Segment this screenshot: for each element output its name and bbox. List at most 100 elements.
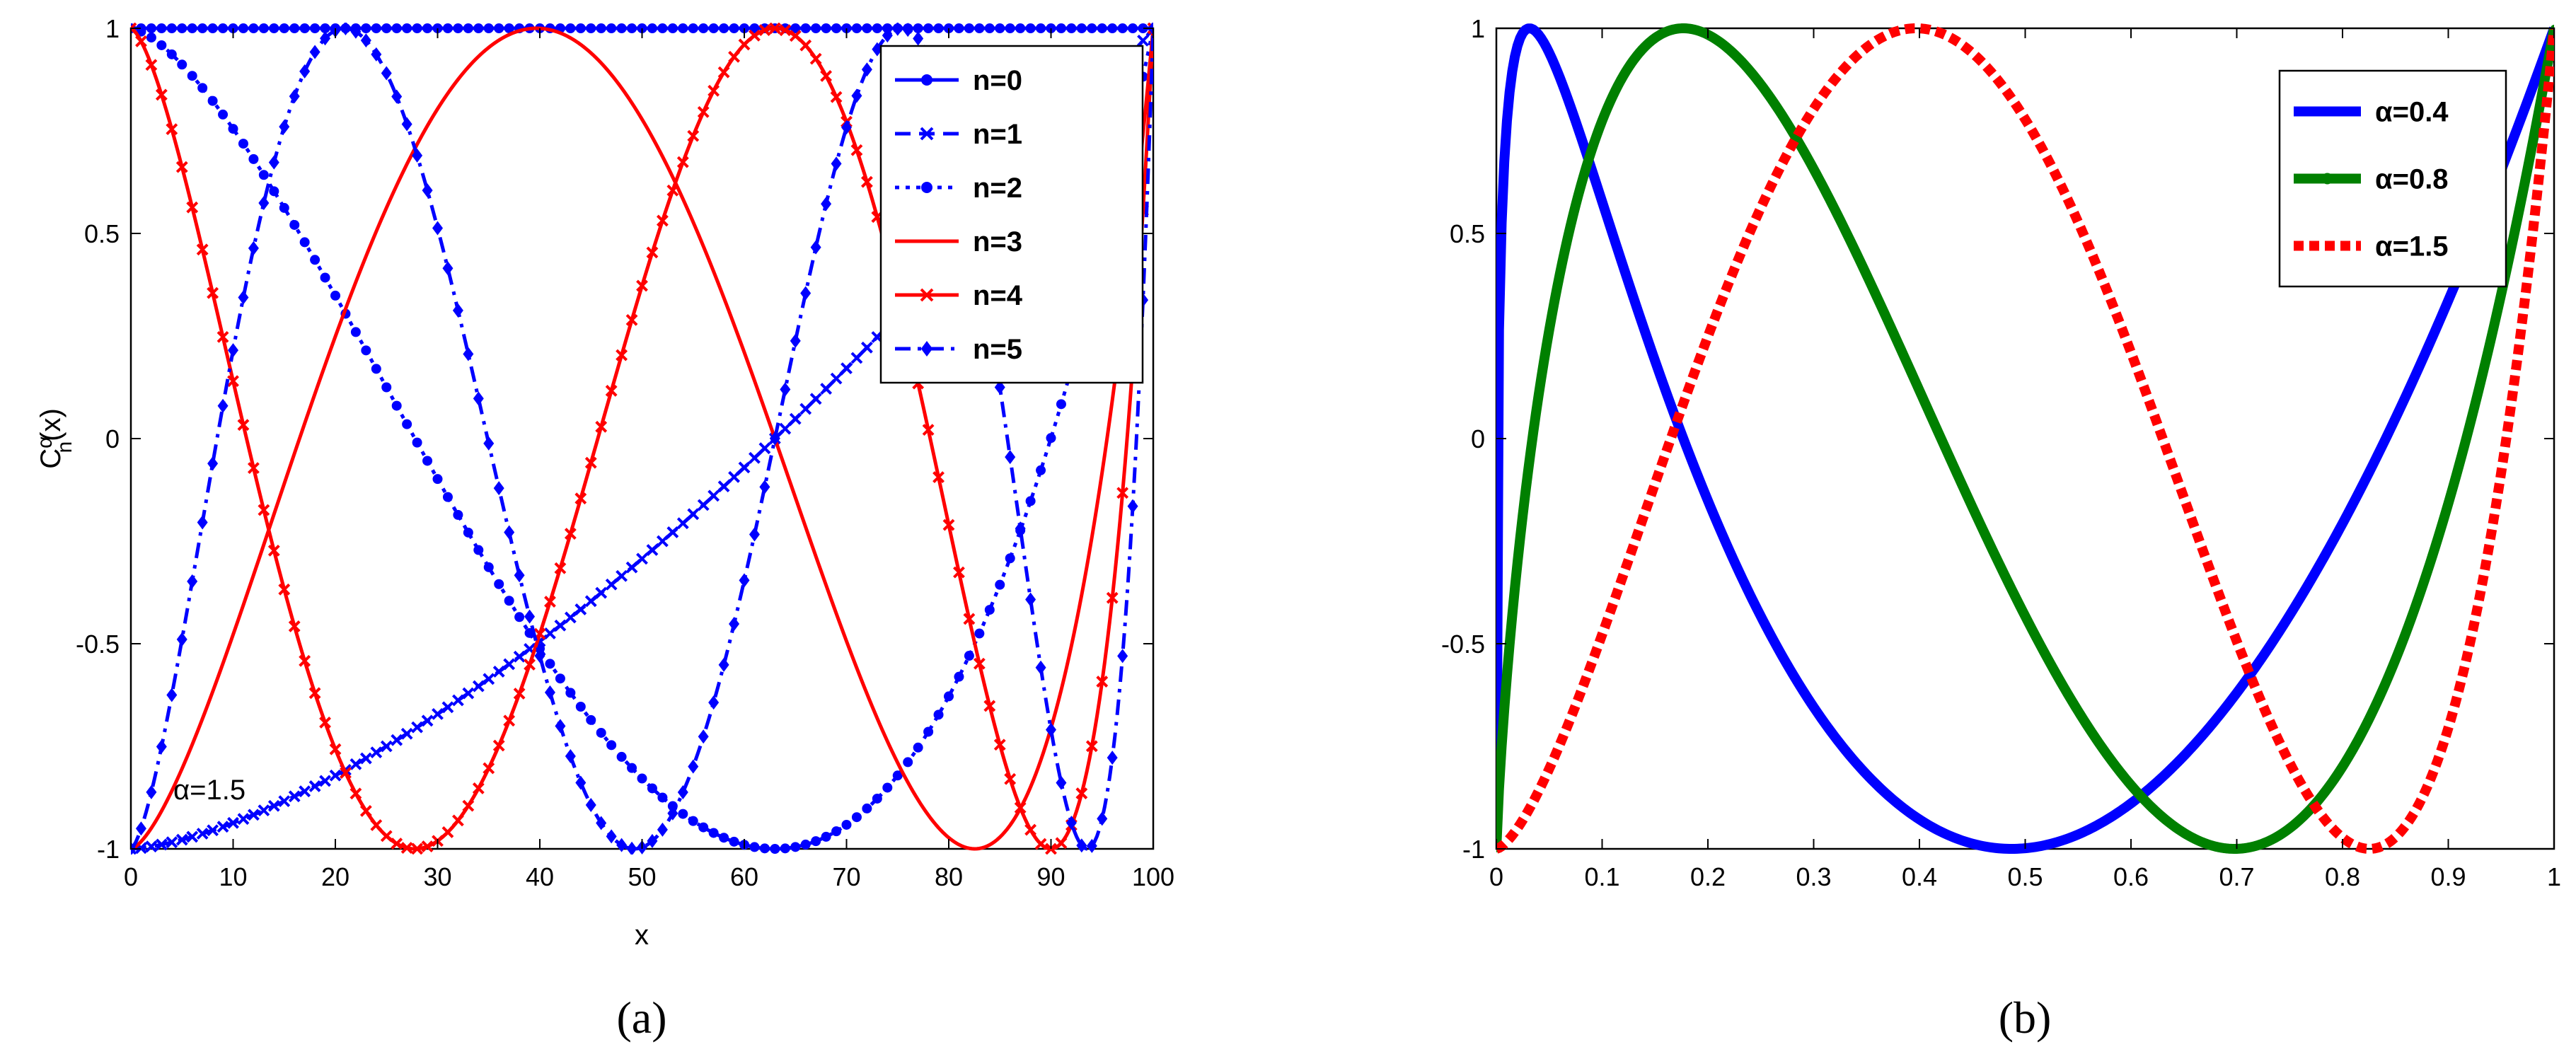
point-marker bbox=[555, 719, 566, 734]
point-marker bbox=[391, 23, 402, 33]
point-marker bbox=[596, 816, 607, 830]
point-marker bbox=[1116, 487, 1129, 499]
point-marker bbox=[237, 813, 250, 826]
point-marker bbox=[473, 545, 484, 555]
point-marker bbox=[984, 23, 995, 33]
point-marker bbox=[1845, 234, 1853, 242]
point-marker bbox=[442, 492, 453, 502]
ylabel-base: C bbox=[35, 448, 67, 469]
point-marker bbox=[678, 23, 688, 33]
point-marker bbox=[800, 839, 811, 850]
point-marker bbox=[319, 775, 331, 787]
point-marker bbox=[1085, 740, 1098, 753]
point-marker bbox=[625, 561, 638, 574]
point-marker bbox=[698, 822, 709, 833]
point-marker bbox=[1066, 23, 1077, 33]
point-marker bbox=[770, 844, 780, 854]
point-marker bbox=[882, 28, 893, 43]
series-1 bbox=[131, 23, 1153, 33]
point-marker bbox=[381, 382, 392, 393]
point-marker bbox=[524, 609, 536, 624]
point-marker bbox=[2110, 759, 2118, 767]
point-marker bbox=[2154, 809, 2161, 816]
point-marker bbox=[616, 23, 627, 33]
point-marker bbox=[228, 124, 238, 134]
point-marker bbox=[850, 144, 863, 156]
point-marker bbox=[993, 739, 1006, 751]
point-marker bbox=[391, 89, 403, 104]
point-marker bbox=[2294, 817, 2302, 825]
point-marker bbox=[1097, 23, 1107, 33]
point-marker bbox=[187, 23, 197, 33]
x-tick-label: 30 bbox=[423, 862, 451, 891]
y-tick-label: -0.5 bbox=[1441, 630, 1485, 659]
point-marker bbox=[758, 442, 771, 455]
point-marker bbox=[453, 509, 463, 520]
point-marker bbox=[584, 456, 597, 469]
point-marker bbox=[627, 23, 637, 33]
point-marker bbox=[504, 525, 515, 540]
y-tick-label: 0 bbox=[1471, 424, 1485, 453]
point-marker bbox=[697, 499, 710, 511]
point-marker bbox=[749, 842, 760, 852]
point-marker bbox=[380, 830, 393, 842]
point-marker bbox=[145, 840, 158, 853]
point-marker bbox=[1025, 496, 1036, 506]
point-marker bbox=[494, 579, 504, 589]
point-marker bbox=[371, 47, 382, 62]
point-marker bbox=[289, 219, 300, 230]
point-marker bbox=[310, 23, 320, 33]
point-marker bbox=[1854, 253, 1861, 260]
point-marker bbox=[391, 400, 402, 411]
point-marker bbox=[1721, 42, 1729, 50]
point-marker bbox=[687, 129, 700, 142]
point-marker bbox=[892, 770, 903, 781]
point-marker bbox=[370, 746, 383, 759]
point-marker bbox=[830, 372, 843, 385]
point-marker bbox=[483, 23, 494, 33]
point-marker bbox=[923, 726, 934, 737]
point-marker bbox=[1748, 69, 1756, 77]
point-marker bbox=[361, 23, 371, 33]
point-marker bbox=[1015, 521, 1026, 536]
point-marker bbox=[400, 842, 413, 854]
point-marker bbox=[944, 691, 954, 702]
point-marker bbox=[177, 23, 187, 33]
point-marker bbox=[2057, 678, 2064, 685]
legend-label: n=1 bbox=[973, 119, 1022, 150]
point-marker bbox=[903, 757, 913, 768]
point-marker bbox=[831, 156, 842, 171]
point-marker bbox=[2321, 788, 2329, 796]
point-marker bbox=[574, 492, 587, 505]
point-marker bbox=[2065, 693, 2073, 700]
point-marker bbox=[514, 612, 525, 622]
point-marker bbox=[821, 23, 831, 33]
point-marker bbox=[329, 743, 342, 755]
point-marker bbox=[1076, 838, 1087, 853]
point-marker bbox=[717, 480, 730, 493]
point-marker bbox=[391, 734, 403, 746]
point-marker bbox=[289, 89, 300, 104]
point-marker bbox=[493, 481, 504, 496]
point-marker bbox=[166, 123, 178, 136]
point-marker bbox=[1977, 522, 1985, 530]
point-marker bbox=[1005, 553, 1015, 564]
point-marker bbox=[708, 23, 719, 33]
point-marker bbox=[2207, 841, 2214, 849]
point-marker bbox=[656, 214, 669, 227]
point-marker bbox=[1065, 816, 1077, 830]
series-line bbox=[1496, 23, 2554, 854]
point-marker bbox=[2101, 747, 2108, 755]
point-marker bbox=[247, 462, 260, 475]
point-marker bbox=[1086, 838, 1097, 853]
point-marker bbox=[1510, 593, 1518, 601]
x-tick-label: 100 bbox=[1132, 862, 1174, 891]
point-marker bbox=[258, 196, 270, 211]
y-tick-label: 0.5 bbox=[1450, 219, 1485, 248]
point-marker bbox=[565, 23, 576, 33]
point-marker bbox=[780, 843, 790, 854]
point-marker bbox=[728, 50, 740, 63]
point-marker bbox=[565, 749, 576, 764]
point-marker bbox=[831, 826, 842, 837]
point-marker bbox=[1889, 328, 1897, 336]
